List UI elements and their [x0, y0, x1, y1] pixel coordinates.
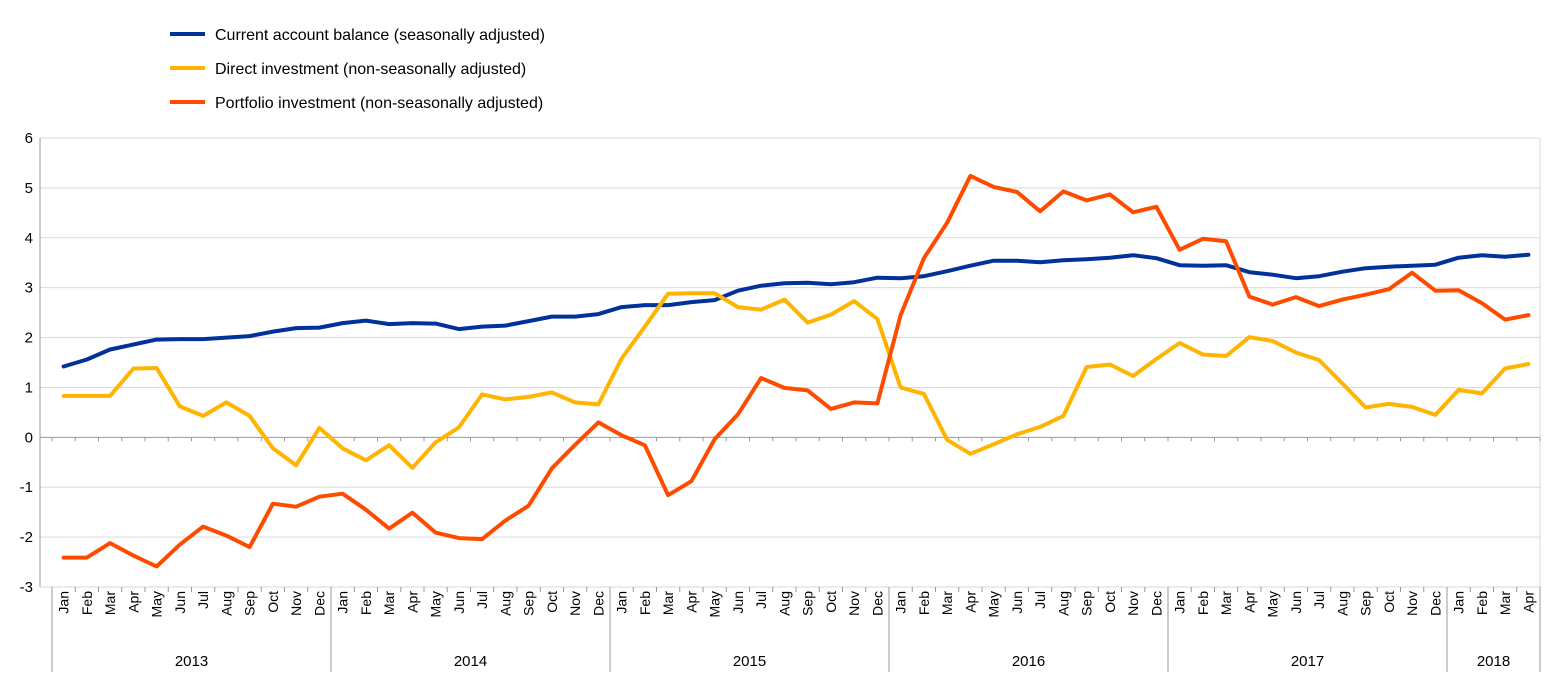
month-label: Jul	[195, 591, 211, 609]
month-label: Oct	[544, 591, 560, 613]
month-label: Dec	[311, 591, 327, 616]
month-label: Jun	[1009, 591, 1025, 614]
year-label: 2018	[1477, 653, 1510, 670]
month-label: Jan	[335, 591, 351, 614]
month-label: May	[986, 591, 1002, 617]
month-label: Nov	[1125, 591, 1141, 616]
month-label: Jan	[1451, 591, 1467, 614]
month-label: Apr	[1241, 591, 1257, 613]
month-label: Oct	[1381, 591, 1397, 613]
month-label: May	[707, 591, 723, 617]
month-label: Feb	[79, 591, 95, 615]
month-label: Sep	[1079, 591, 1095, 616]
month-label: Mar	[939, 591, 955, 615]
y-tick-label: 0	[25, 429, 33, 446]
month-label: Feb	[1474, 591, 1490, 615]
year-label: 2013	[175, 653, 208, 670]
month-label: Jan	[1172, 591, 1188, 614]
month-label: Jan	[614, 591, 630, 614]
month-label: Nov	[567, 591, 583, 616]
month-label: Oct	[265, 591, 281, 613]
month-label: Mar	[1218, 591, 1234, 615]
y-tick-label: -3	[20, 579, 33, 596]
year-label: 2016	[1012, 653, 1045, 670]
month-label: Mar	[102, 591, 118, 615]
month-label: Jun	[1288, 591, 1304, 614]
series-3	[64, 176, 1529, 567]
y-tick-label: 6	[25, 130, 33, 147]
month-label: Jul	[474, 591, 490, 609]
year-label: 2014	[454, 653, 487, 670]
month-label: Dec	[1427, 591, 1443, 616]
y-tick-label: 5	[25, 180, 33, 197]
month-label: Aug	[1055, 591, 1071, 616]
month-label: Sep	[800, 591, 816, 616]
month-label: Aug	[497, 591, 513, 616]
month-label: Jul	[753, 591, 769, 609]
month-label: Mar	[1497, 591, 1513, 615]
year-label: 2017	[1291, 653, 1324, 670]
month-label: Dec	[1148, 591, 1164, 616]
month-label: Sep	[242, 591, 258, 616]
month-label: Apr	[404, 591, 420, 613]
month-label: Aug	[1334, 591, 1350, 616]
month-label: Oct	[1102, 591, 1118, 613]
month-label: Jul	[1032, 591, 1048, 609]
month-label: Apr	[1520, 591, 1536, 613]
month-label: Nov	[288, 591, 304, 616]
month-label: Nov	[1404, 591, 1420, 616]
month-label: Jan	[56, 591, 72, 614]
month-label: Apr	[683, 591, 699, 613]
legend-label: Portfolio investment (non-seasonally adj…	[215, 95, 543, 112]
month-label: Oct	[823, 591, 839, 613]
month-label: Jun	[730, 591, 746, 614]
month-label: Nov	[846, 591, 862, 616]
month-label: Aug	[218, 591, 234, 616]
year-label: 2015	[733, 653, 766, 670]
month-label: Feb	[358, 591, 374, 615]
y-tick-label: 2	[25, 330, 33, 347]
month-label: Aug	[776, 591, 792, 616]
month-label: Apr	[962, 591, 978, 613]
month-label: Feb	[1195, 591, 1211, 615]
month-label: Apr	[125, 591, 141, 613]
legend-label: Current account balance (seasonally adju…	[215, 27, 545, 44]
month-label: Sep	[521, 591, 537, 616]
y-tick-label: 4	[25, 230, 33, 247]
month-label: Sep	[1358, 591, 1374, 616]
month-label: Jul	[1311, 591, 1327, 609]
month-label: Dec	[590, 591, 606, 616]
month-label: Jun	[172, 591, 188, 614]
series-line	[64, 293, 1529, 468]
month-label: May	[1265, 591, 1281, 617]
month-label: Dec	[869, 591, 885, 616]
y-tick-label: 3	[25, 280, 33, 297]
month-label: Jan	[893, 591, 909, 614]
month-label: Mar	[660, 591, 676, 615]
y-tick-label: 1	[25, 379, 33, 396]
y-tick-label: -1	[20, 479, 33, 496]
month-label: May	[428, 591, 444, 617]
series-line	[64, 176, 1529, 567]
month-label: May	[149, 591, 165, 617]
month-label: Feb	[916, 591, 932, 615]
month-label: Feb	[637, 591, 653, 615]
series-2	[64, 293, 1529, 468]
legend-label: Direct investment (non-seasonally adjust…	[215, 61, 526, 78]
y-tick-label: -2	[20, 529, 33, 546]
month-label: Jun	[451, 591, 467, 614]
month-label: Mar	[381, 591, 397, 615]
